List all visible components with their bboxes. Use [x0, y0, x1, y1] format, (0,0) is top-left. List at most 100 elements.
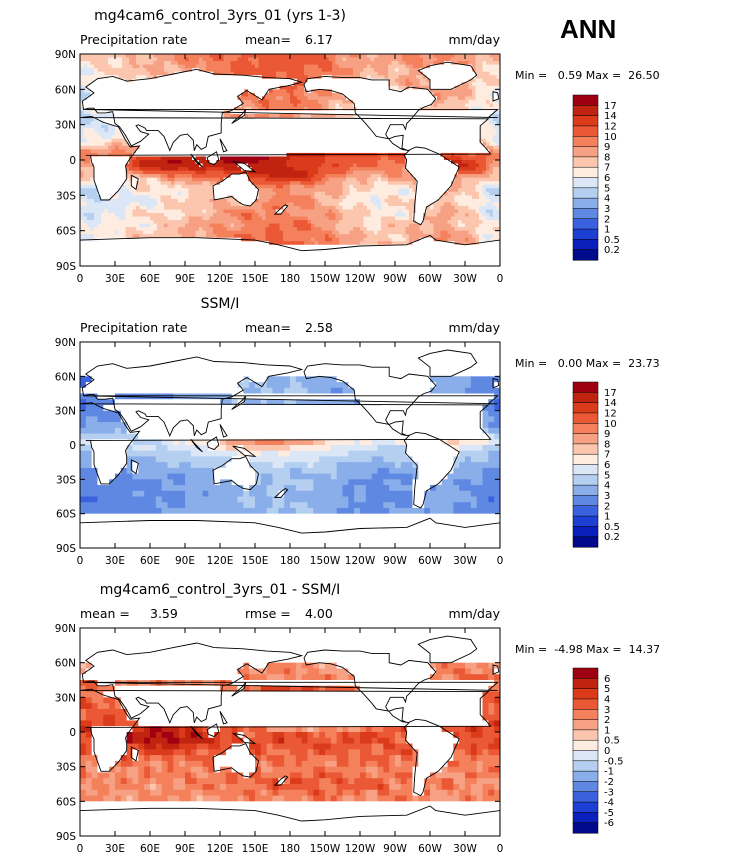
- field-cell: [444, 191, 449, 196]
- field-cell: [167, 124, 172, 129]
- field-cell: [90, 85, 95, 90]
- field-cell: [419, 110, 424, 115]
- field-cell: [279, 135, 284, 140]
- field-cell: [157, 149, 162, 154]
- field-cell: [451, 68, 456, 73]
- field-cell: [265, 181, 270, 186]
- field-cell: [94, 99, 99, 105]
- field-cell: [339, 64, 344, 69]
- field-cell: [80, 68, 85, 73]
- field-cell: [160, 167, 165, 172]
- field-cell: [482, 54, 487, 59]
- field-cell: [472, 149, 477, 154]
- field-cell: [94, 61, 99, 66]
- field-cell: [486, 99, 491, 105]
- field-cell: [241, 78, 246, 83]
- field-cell: [388, 61, 393, 66]
- field-cell: [482, 170, 487, 175]
- field-cell: [97, 64, 102, 69]
- field-cell: [150, 167, 155, 172]
- field-cell: [363, 145, 368, 150]
- field-cell: [479, 156, 484, 161]
- field-cell: [356, 195, 361, 200]
- field-cell: [416, 82, 421, 87]
- field-cell: [139, 163, 144, 168]
- field-cell: [398, 85, 403, 90]
- field-cell: [279, 131, 284, 136]
- field-cell: [489, 163, 494, 168]
- field-cell: [255, 103, 260, 108]
- field-cell: [489, 138, 494, 143]
- field-cell: [185, 110, 190, 115]
- field-cell: [125, 191, 130, 196]
- field-cell: [195, 99, 200, 105]
- field-cell: [258, 177, 263, 182]
- field-cell: [104, 128, 109, 133]
- field-cell: [269, 149, 274, 154]
- field-cell: [220, 92, 225, 97]
- field-cell: [377, 114, 382, 119]
- field-cell: [419, 156, 424, 161]
- field-cell: [339, 170, 344, 175]
- field-cell: [444, 163, 449, 168]
- field-cell: [139, 195, 144, 200]
- field-cell: [122, 61, 127, 66]
- field-cell: [419, 160, 424, 165]
- field-cell: [290, 117, 295, 122]
- field-cell: [444, 135, 449, 140]
- field-cell: [188, 96, 193, 101]
- field-cell: [108, 82, 113, 87]
- field-cell: [342, 89, 347, 94]
- field-cell: [300, 188, 305, 193]
- field-cell: [251, 170, 256, 175]
- field-cell: [80, 177, 85, 182]
- field-cell: [339, 128, 344, 133]
- field-cell: [332, 131, 337, 136]
- field-cell: [293, 195, 298, 200]
- field-cell: [164, 188, 169, 193]
- field-cell: [223, 117, 228, 122]
- field-cell: [300, 57, 305, 62]
- field-cell: [97, 135, 102, 140]
- field-cell: [377, 89, 382, 94]
- field-cell: [255, 156, 260, 161]
- field-cell: [167, 78, 172, 83]
- field-cell: [223, 188, 228, 193]
- field-cell: [171, 75, 176, 80]
- field-cell: [349, 54, 354, 59]
- field-cell: [426, 170, 431, 175]
- field-cell: [234, 54, 239, 59]
- field-cell: [447, 160, 452, 165]
- field-cell: [370, 170, 375, 175]
- field-cell: [416, 128, 421, 133]
- field-cell: [251, 198, 256, 203]
- field-cell: [174, 82, 179, 87]
- field-cell: [409, 64, 414, 69]
- field-cell: [304, 54, 309, 59]
- field-cell: [451, 110, 456, 115]
- field-cell: [101, 121, 106, 126]
- field-cell: [472, 82, 477, 87]
- field-cell: [465, 121, 470, 126]
- field-cell: [465, 103, 470, 108]
- field-cell: [419, 142, 424, 147]
- field-cell: [496, 89, 500, 94]
- field-cell: [139, 184, 144, 189]
- field-cell: [458, 92, 463, 97]
- field-cell: [433, 61, 438, 66]
- field-cell: [108, 64, 113, 69]
- field-cell: [241, 82, 246, 87]
- field-cell: [146, 85, 151, 90]
- field-cell: [486, 64, 491, 69]
- field-cell: [286, 85, 291, 90]
- field-cell: [402, 92, 407, 97]
- field-cell: [230, 64, 235, 69]
- field-cell: [199, 92, 204, 97]
- field-cell: [80, 174, 85, 179]
- field-cell: [419, 99, 424, 105]
- field-cell: [325, 103, 330, 108]
- field-cell: [202, 96, 207, 101]
- field-cell: [321, 61, 326, 66]
- field-cell: [486, 85, 491, 90]
- field-cell: [290, 195, 295, 200]
